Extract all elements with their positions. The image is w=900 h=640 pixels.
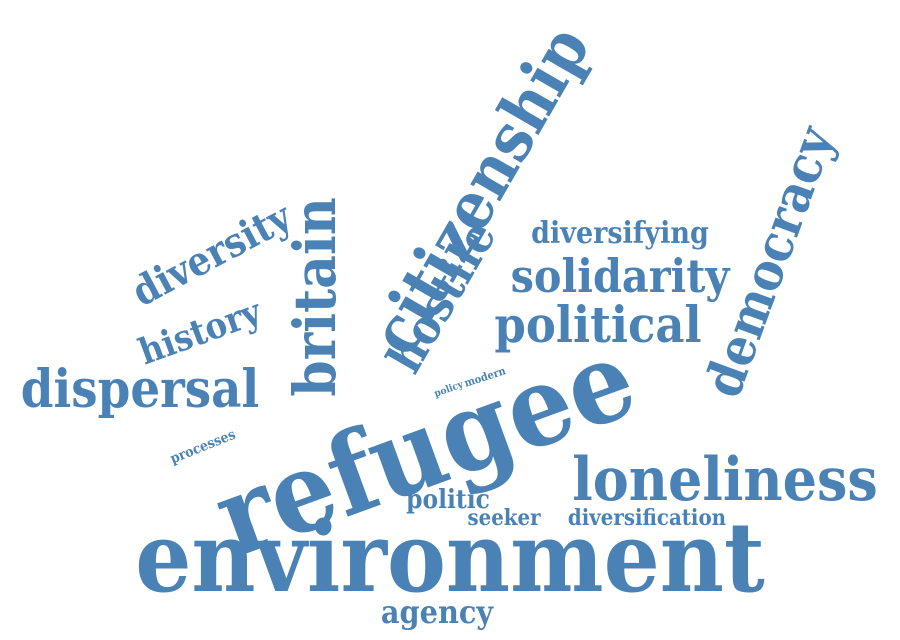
word-seeker: seeker	[467, 505, 541, 531]
word-politic: politic	[406, 485, 490, 515]
word-political: political	[494, 295, 702, 354]
word-environment: environment	[135, 501, 765, 614]
word-diversification: diversification	[567, 505, 727, 531]
word-diversifying: diversifying	[531, 216, 709, 251]
word-solidarity: solidarity	[510, 249, 730, 303]
word-dispersal: dispersal	[20, 359, 260, 420]
word-diversity: diversity	[124, 193, 300, 316]
word-agency: agency	[380, 593, 494, 631]
word-loneliness: loneliness	[572, 445, 878, 515]
